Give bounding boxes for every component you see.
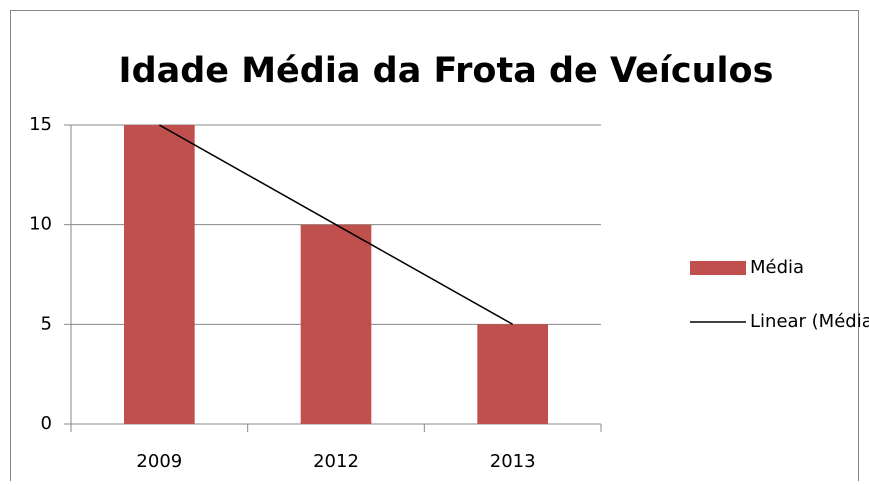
legend-label: Média <box>750 257 804 278</box>
y-tick-label: 5 <box>41 313 52 334</box>
y-tick-label: 15 <box>29 114 52 135</box>
y-tick-label: 10 <box>29 214 52 235</box>
legend-label: Linear (Média) <box>750 311 869 332</box>
bar <box>477 324 548 424</box>
y-tick-label: 0 <box>41 413 52 434</box>
x-tick-label: 2009 <box>136 451 182 472</box>
chart-title: Idade Média da Frota de Veículos <box>119 51 774 91</box>
bar <box>124 125 195 424</box>
x-tick-label: 2012 <box>313 451 359 472</box>
bar <box>300 224 372 424</box>
trendline <box>158 124 514 325</box>
legend-swatch <box>690 261 746 275</box>
x-tick-label: 2013 <box>490 451 536 472</box>
